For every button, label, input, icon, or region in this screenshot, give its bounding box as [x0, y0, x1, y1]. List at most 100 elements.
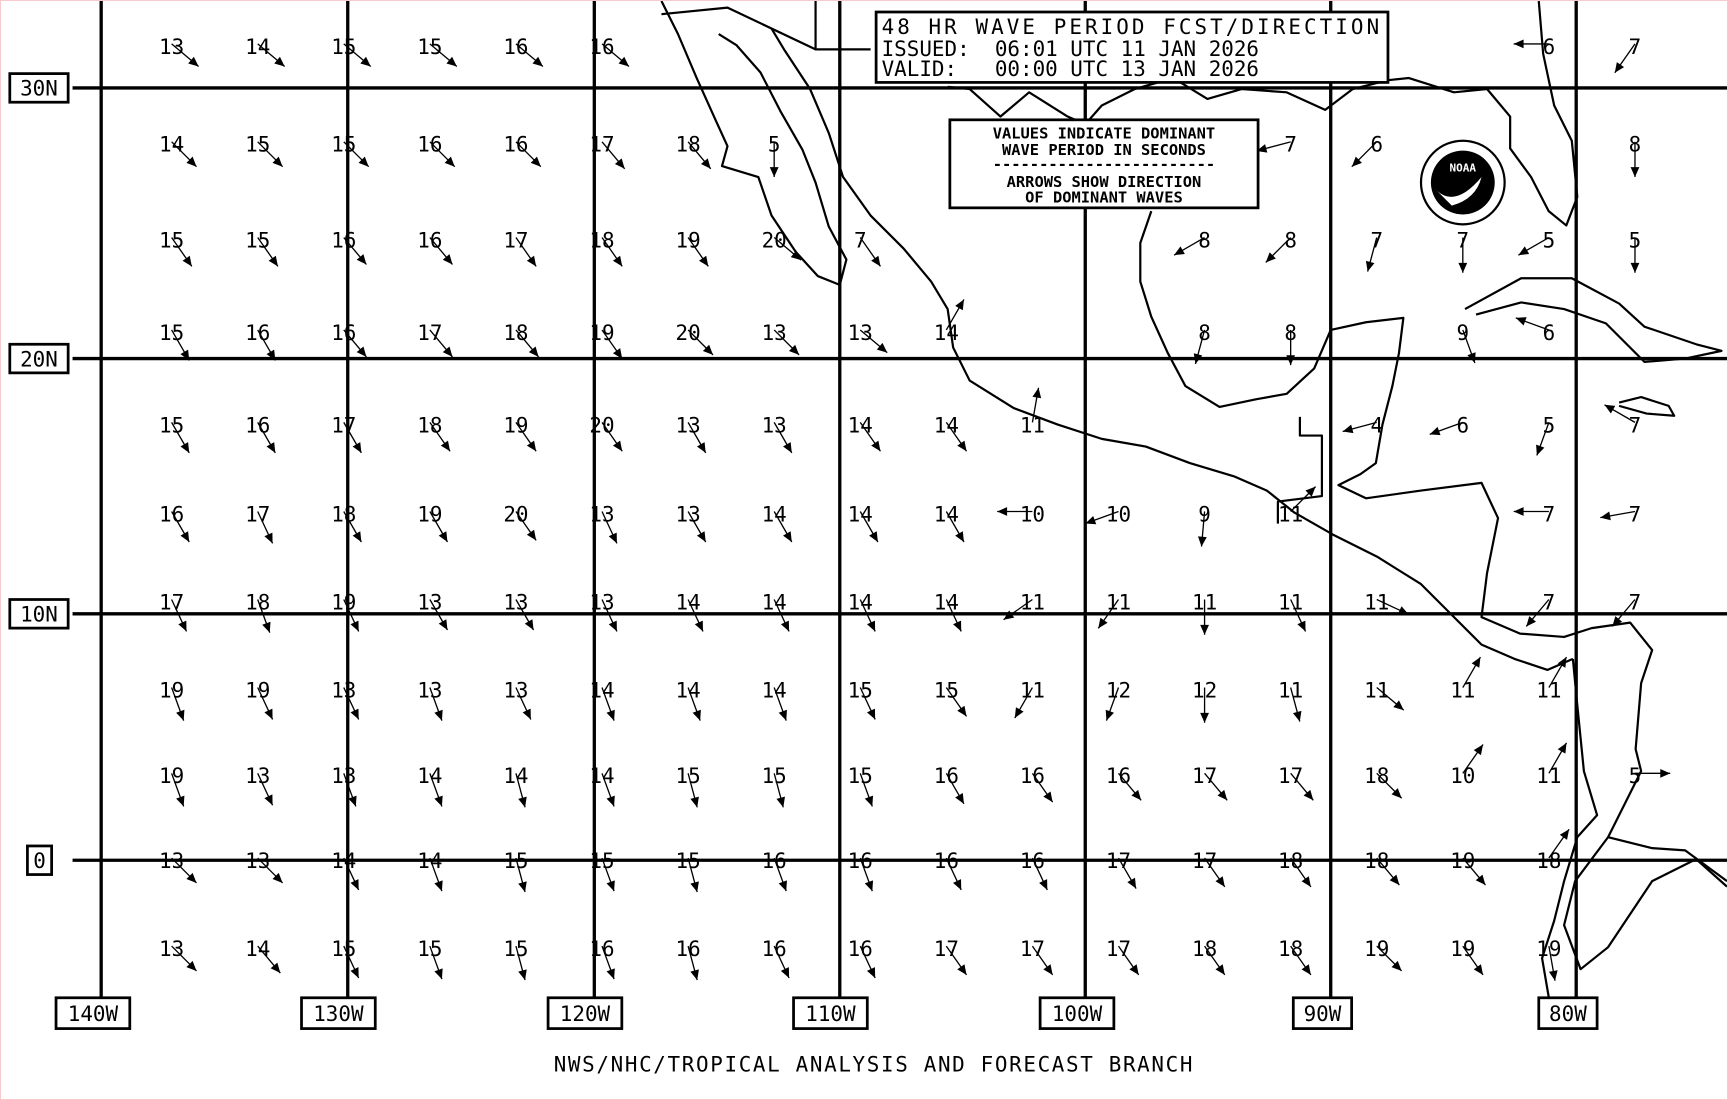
arrow-head-icon: [438, 619, 448, 630]
wave-period-value: 6: [1370, 133, 1383, 157]
wave-point: 6: [1515, 317, 1555, 345]
wave-period-value: 11: [1020, 413, 1045, 437]
wave-period-value: 15: [159, 321, 184, 345]
wave-point: 11: [1278, 486, 1317, 526]
arrow-head-icon: [953, 620, 962, 632]
wave-period-value: 14: [934, 321, 959, 345]
wave-period-value: 17: [417, 321, 442, 345]
arrow-head-icon: [690, 796, 699, 808]
arrow-head-icon: [1513, 39, 1524, 49]
wave-point: 15: [159, 413, 190, 454]
wave-period-value: 19: [1364, 937, 1389, 961]
arrow-head-icon: [1032, 387, 1042, 399]
wave-period-value: 20: [503, 502, 528, 526]
valid-line: VALID: 00:00 UTC 13 JAN 2026: [882, 57, 1259, 81]
wave-point: 11: [1364, 678, 1405, 711]
wave-point: 17: [331, 413, 362, 454]
wave-period-value: 19: [589, 321, 614, 345]
wave-point: 8: [1265, 228, 1297, 263]
wave-point: 7: [1513, 502, 1555, 526]
wave-period-value: 15: [503, 937, 528, 961]
wave-point: 15: [331, 937, 360, 979]
wave-period-value: 9: [1198, 502, 1211, 526]
wave-point: 17: [1106, 849, 1137, 889]
wave-period-value: 13: [589, 502, 614, 526]
arrow-head-icon: [1630, 167, 1640, 178]
wave-period-value: 13: [159, 937, 184, 961]
arrow-head-icon: [440, 440, 451, 452]
arrow-head-icon: [1391, 960, 1402, 971]
arrow-head-icon: [348, 795, 357, 807]
arrow-head-icon: [1105, 709, 1114, 721]
wave-period-value: 6: [1457, 413, 1470, 437]
wave-point: 13: [503, 590, 535, 631]
wave-point: 11: [1364, 590, 1409, 615]
wave-period-value: 7: [854, 228, 867, 252]
wave-period-value: 7: [1629, 413, 1642, 437]
arrow-head-icon: [1301, 876, 1311, 887]
arrow-head-icon: [612, 440, 623, 452]
wave-point: 11: [1003, 590, 1045, 621]
wave-point: 14: [676, 678, 701, 721]
arrow-head-icon: [352, 442, 362, 453]
coastline: [1464, 277, 1723, 363]
wave-period-value: 16: [417, 133, 442, 157]
arrow-head-icon: [522, 708, 531, 720]
arrow-head-icon: [442, 346, 453, 357]
wave-point: 16: [245, 413, 276, 454]
arrow-head-icon: [262, 621, 271, 633]
wave-period-value: 18: [245, 590, 270, 614]
wave-period-value: 13: [245, 764, 270, 788]
arrow-head-icon: [356, 346, 367, 357]
arrow-head-icon: [350, 879, 359, 890]
wave-period-value: 16: [331, 228, 356, 252]
arrow-head-icon: [438, 531, 448, 542]
wave-point: 9: [1197, 502, 1211, 547]
wave-period-value: 11: [1278, 590, 1303, 614]
arrow-head-icon: [1286, 355, 1296, 366]
wave-period-value: 14: [417, 849, 442, 873]
wave-point: 14: [159, 133, 197, 168]
wave-period-value: 8: [1629, 133, 1642, 157]
wave-period-value: 16: [245, 413, 270, 437]
wave-point: 15: [503, 937, 529, 981]
wave-point: 7: [1525, 590, 1555, 627]
wave-period-value: 15: [159, 228, 184, 252]
arrow-head-icon: [614, 158, 625, 169]
arrow-head-icon: [783, 442, 792, 453]
arrow-head-icon: [871, 440, 881, 452]
lat-label-20n: 20N: [20, 347, 58, 371]
arrow-head-icon: [955, 299, 964, 311]
wave-point: 5: [1629, 764, 1671, 788]
arrow-head-icon: [1301, 964, 1311, 975]
arrow-head-icon: [180, 442, 190, 453]
lon-label-100w: 100W: [1052, 1002, 1103, 1026]
wave-point: 13: [417, 678, 443, 721]
wave-point: 17: [1192, 764, 1228, 801]
wave-point: 17: [503, 228, 537, 267]
arrow-head-icon: [1197, 536, 1207, 547]
arrow-head-icon: [1600, 511, 1611, 521]
wave-point: 12: [1105, 678, 1131, 721]
wave-period-value: 15: [331, 133, 356, 157]
wave-period-value: 11: [1278, 502, 1303, 526]
coastline: [661, 6, 817, 51]
arrow-head-icon: [1127, 877, 1137, 889]
wave-period-value: 16: [503, 133, 528, 157]
arrow-head-icon: [434, 968, 443, 980]
wave-point: 15: [245, 133, 284, 168]
arrow-head-icon: [434, 795, 443, 807]
wave-period-value: 13: [159, 849, 184, 873]
arrow-head-icon: [264, 794, 273, 806]
wave-point: 14: [848, 590, 876, 632]
lon-label-120w: 120W: [560, 1002, 611, 1026]
wave-period-value: 13: [589, 590, 614, 614]
arrow-head-icon: [1217, 789, 1228, 801]
arrow-head-icon: [1342, 424, 1354, 434]
arrow-head-icon: [618, 56, 630, 67]
lon-label-130w: 130W: [313, 1002, 364, 1026]
wave-point: 16: [934, 764, 965, 805]
wave-period-value: 14: [848, 413, 873, 437]
